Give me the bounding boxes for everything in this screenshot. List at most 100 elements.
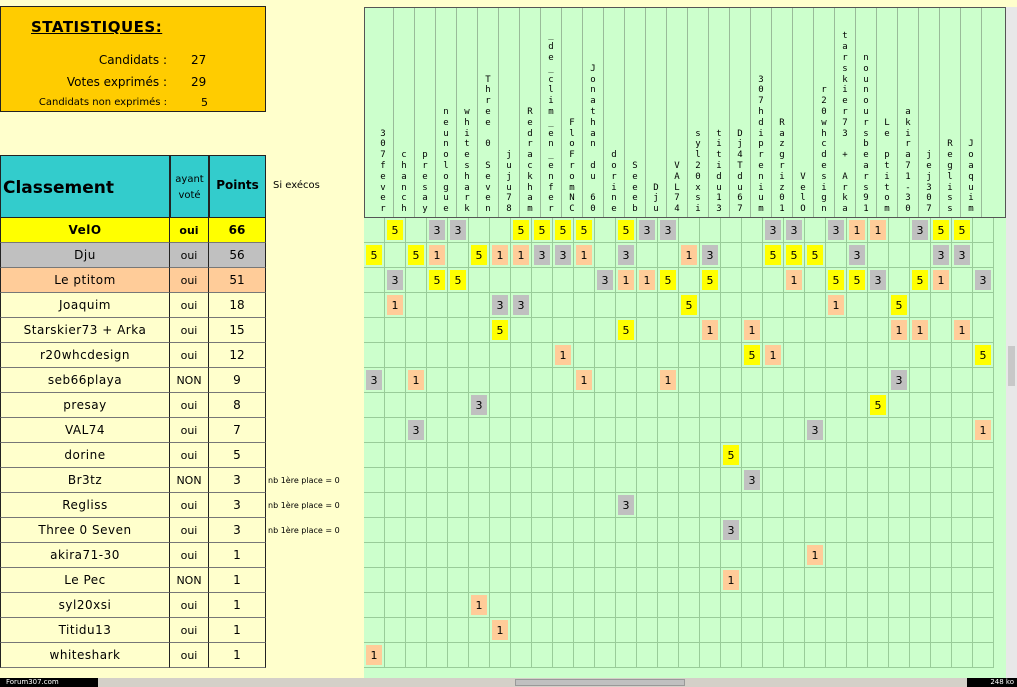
grid-cell[interactable]: [595, 418, 616, 443]
grid-cell[interactable]: [763, 618, 784, 643]
ranking-name[interactable]: VAL74: [0, 418, 170, 443]
grid-cell[interactable]: [889, 268, 910, 293]
voter-column-header[interactable]: 307hdiprenium307hdiprenium: [751, 8, 772, 217]
grid-cell[interactable]: [742, 543, 763, 568]
grid-cell[interactable]: [763, 643, 784, 668]
grid-cell[interactable]: [553, 618, 574, 643]
grid-cell[interactable]: 5: [427, 268, 448, 293]
ranking-name[interactable]: Br3tz: [0, 468, 170, 493]
grid-cell[interactable]: [826, 543, 847, 568]
grid-cell[interactable]: [595, 218, 616, 243]
grid-cell[interactable]: [931, 493, 952, 518]
grid-cell[interactable]: [721, 368, 742, 393]
grid-cell[interactable]: [616, 368, 637, 393]
grid-cell[interactable]: [931, 468, 952, 493]
table-row[interactable]: Joaquim oui 18: [0, 293, 266, 318]
grid-cell[interactable]: [637, 568, 658, 593]
grid-cell[interactable]: [595, 393, 616, 418]
voter-column-header[interactable]: Dj4Tdu67Dj4Tdu67: [730, 8, 751, 217]
grid-cell[interactable]: [574, 543, 595, 568]
grid-cell[interactable]: [511, 418, 532, 443]
grid-cell[interactable]: [805, 643, 826, 668]
ranking-name[interactable]: Titidu13: [0, 618, 170, 643]
grid-cell[interactable]: [385, 543, 406, 568]
grid-cell[interactable]: [931, 293, 952, 318]
grid-cell[interactable]: 1: [679, 243, 700, 268]
grid-cell[interactable]: 5: [889, 293, 910, 318]
grid-cell[interactable]: [532, 318, 553, 343]
grid-cell[interactable]: [952, 418, 973, 443]
grid-cell[interactable]: [805, 568, 826, 593]
grid-cell[interactable]: [553, 468, 574, 493]
grid-cell[interactable]: [490, 543, 511, 568]
grid-cell[interactable]: [448, 418, 469, 443]
grid-cell[interactable]: 1: [931, 268, 952, 293]
grid-cell[interactable]: [406, 343, 427, 368]
grid-cell[interactable]: [385, 568, 406, 593]
grid-cell[interactable]: [973, 393, 994, 418]
grid-cell[interactable]: [931, 593, 952, 618]
grid-cell[interactable]: [490, 568, 511, 593]
grid-cell[interactable]: [847, 618, 868, 643]
grid-cell[interactable]: [637, 468, 658, 493]
grid-cell[interactable]: 3: [385, 268, 406, 293]
grid-cell[interactable]: [784, 643, 805, 668]
voter-column-header[interactable]: akira71-30akira71-30: [898, 8, 919, 217]
grid-cell[interactable]: 1: [805, 543, 826, 568]
grid-cell[interactable]: [805, 493, 826, 518]
grid-cell[interactable]: [511, 543, 532, 568]
grid-cell[interactable]: [658, 593, 679, 618]
grid-cell[interactable]: [511, 493, 532, 518]
grid-cell[interactable]: [637, 418, 658, 443]
grid-cell[interactable]: [511, 368, 532, 393]
grid-cell[interactable]: [448, 518, 469, 543]
grid-cell[interactable]: [868, 368, 889, 393]
grid-cell[interactable]: [931, 368, 952, 393]
grid-cell[interactable]: [868, 568, 889, 593]
grid-cell[interactable]: [847, 318, 868, 343]
grid-cell[interactable]: [448, 618, 469, 643]
grid-cell[interactable]: [721, 468, 742, 493]
grid-cell[interactable]: 5: [553, 218, 574, 243]
grid-cell[interactable]: [637, 318, 658, 343]
grid-cell[interactable]: [574, 343, 595, 368]
grid-cell[interactable]: [700, 618, 721, 643]
grid-cell[interactable]: [826, 518, 847, 543]
grid-cell[interactable]: [616, 643, 637, 668]
grid-cell[interactable]: [574, 618, 595, 643]
ranking-points[interactable]: 5: [209, 443, 266, 468]
grid-cell[interactable]: [889, 468, 910, 493]
grid-cell[interactable]: [889, 343, 910, 368]
grid-cell[interactable]: [868, 493, 889, 518]
grid-cell[interactable]: 1: [574, 368, 595, 393]
grid-cell[interactable]: 5: [721, 443, 742, 468]
grid-cell[interactable]: 5: [931, 218, 952, 243]
grid-cell[interactable]: [364, 268, 385, 293]
grid-cell[interactable]: [805, 293, 826, 318]
ranking-voted[interactable]: oui: [170, 268, 209, 293]
ranking-points[interactable]: 1: [209, 643, 266, 668]
ranking-name[interactable]: Le ptitom: [0, 268, 170, 293]
grid-cell[interactable]: [721, 643, 742, 668]
grid-cell[interactable]: [616, 518, 637, 543]
grid-cell[interactable]: [931, 543, 952, 568]
grid-cell[interactable]: [406, 543, 427, 568]
grid-cell[interactable]: [595, 518, 616, 543]
grid-cell[interactable]: [889, 443, 910, 468]
grid-cell[interactable]: 5: [805, 243, 826, 268]
ranking-points[interactable]: 3: [209, 518, 266, 543]
ranking-voted[interactable]: oui: [170, 318, 209, 343]
ranking-voted[interactable]: oui: [170, 343, 209, 368]
grid-cell[interactable]: 1: [721, 568, 742, 593]
grid-cell[interactable]: [721, 218, 742, 243]
grid-cell[interactable]: 5: [448, 268, 469, 293]
grid-cell[interactable]: [616, 293, 637, 318]
grid-cell[interactable]: [700, 568, 721, 593]
grid-cell[interactable]: [364, 568, 385, 593]
grid-cell[interactable]: 1: [952, 318, 973, 343]
grid-cell[interactable]: [427, 368, 448, 393]
grid-cell[interactable]: [511, 593, 532, 618]
grid-cell[interactable]: [826, 243, 847, 268]
grid-cell[interactable]: 3: [427, 218, 448, 243]
